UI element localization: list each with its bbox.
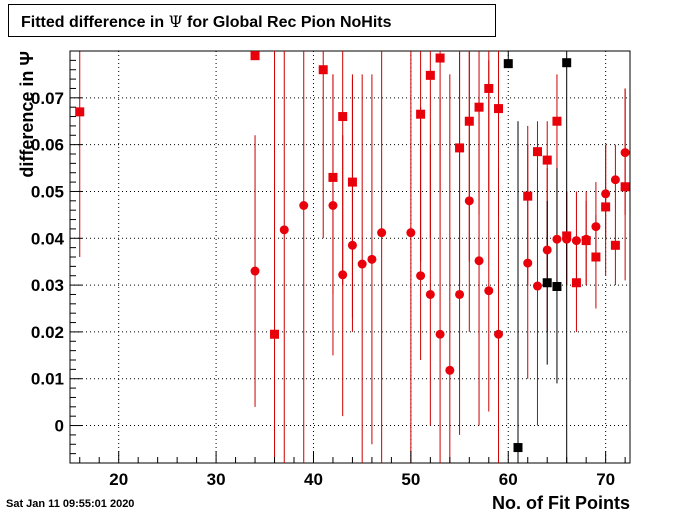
- x-tick-label: 20: [109, 470, 128, 489]
- x-tick-label: 30: [207, 470, 226, 489]
- data-point-circle: [591, 222, 601, 232]
- data-point-circle: [347, 240, 357, 250]
- x-axis-title: No. of Fit Points: [492, 493, 630, 513]
- data-point-circle: [484, 286, 494, 296]
- data-point-square: [455, 143, 465, 153]
- data-point-square: [328, 172, 338, 182]
- data-point-circle: [250, 266, 260, 276]
- data-point-square: [416, 109, 426, 119]
- data-point-square: [562, 58, 572, 68]
- axis-ticks: 20 30 40 50 60 70 0 0.01 0.02 0.03 0.04 0.05 0.06 0.0…: [31, 50, 626, 489]
- data-point-square: [523, 191, 533, 201]
- data-point-circle: [425, 289, 435, 299]
- data-point-square: [75, 107, 85, 117]
- data-markers: [75, 51, 630, 453]
- data-point-circle: [610, 175, 620, 185]
- title-box: Fitted difference in Ψ for Global Rec Pi…: [8, 4, 496, 37]
- chart-title: Fitted difference in Ψ for Global Rec Pi…: [21, 12, 392, 32]
- data-point-circle: [338, 270, 348, 280]
- data-point-circle: [455, 289, 465, 299]
- data-point-circle: [328, 201, 338, 210]
- data-point-circle: [299, 201, 309, 210]
- data-point-circle: [562, 234, 572, 244]
- data-point-circle: [601, 189, 611, 199]
- data-point-square: [513, 443, 523, 453]
- data-point-square: [250, 51, 260, 61]
- data-point-circle: [377, 228, 387, 238]
- data-point-circle: [552, 234, 562, 244]
- y-tick-label: 0.05: [31, 182, 64, 201]
- data-point-circle: [279, 225, 289, 235]
- y-tick-label: 0.07: [31, 89, 64, 108]
- error-bars: [79, 51, 626, 463]
- data-point-circle: [494, 329, 504, 339]
- data-point-square: [610, 240, 620, 250]
- data-point-square: [494, 104, 504, 114]
- y-tick-label: 0.06: [31, 136, 64, 155]
- data-point-square: [425, 70, 435, 80]
- data-point-square: [435, 53, 445, 63]
- data-point-circle: [523, 258, 533, 268]
- data-point-square: [552, 116, 562, 126]
- data-point-square: [503, 59, 513, 69]
- data-point-square: [532, 147, 542, 157]
- x-tick-label: 40: [304, 470, 323, 489]
- data-point-circle: [581, 234, 591, 244]
- data-point-circle: [474, 256, 484, 266]
- data-point-square: [474, 102, 484, 112]
- title-prefix: Fitted difference in: [21, 14, 169, 31]
- y-tick-label: 0.04: [31, 229, 65, 248]
- plot-frame: [69, 50, 631, 464]
- data-point-circle: [357, 259, 367, 269]
- data-point-square: [620, 182, 630, 192]
- data-point-square: [571, 278, 581, 288]
- data-point-square: [484, 83, 494, 93]
- data-point-square: [270, 329, 280, 339]
- y-tick-label: 0.01: [31, 370, 64, 389]
- x-tick-label: 60: [499, 470, 518, 489]
- data-point-square: [318, 65, 328, 75]
- data-point-square: [464, 116, 474, 126]
- data-point-circle: [542, 245, 552, 255]
- x-tick-label: 50: [401, 470, 420, 489]
- data-point-circle: [620, 148, 630, 158]
- data-point-square: [347, 177, 357, 187]
- data-point-circle: [416, 271, 426, 281]
- title-symbol: Ψ: [168, 12, 183, 31]
- data-point-square: [552, 281, 562, 291]
- data-point-square: [542, 155, 552, 165]
- y-tick-label: 0.03: [31, 276, 64, 295]
- data-point-square: [338, 112, 348, 122]
- y-tick-label: 0: [55, 417, 64, 436]
- data-point-circle: [464, 196, 474, 206]
- y-axis-title: difference in Ψ: [17, 51, 37, 178]
- data-point-circle: [532, 281, 542, 291]
- data-point-circle: [571, 236, 581, 246]
- data-point-circle: [435, 329, 445, 339]
- data-point-circle: [406, 228, 416, 238]
- footer-date: Sat Jan 11 09:55:01 2020: [6, 498, 135, 510]
- data-point-circle: [367, 254, 377, 264]
- data-point-square: [601, 202, 611, 212]
- x-tick-label: 70: [596, 470, 615, 489]
- data-point-square: [542, 278, 552, 288]
- data-point-square: [591, 252, 601, 262]
- data-point-circle: [445, 365, 455, 375]
- y-tick-label: 0.02: [31, 323, 64, 342]
- grid: [70, 51, 630, 463]
- title-suffix: for Global Rec Pion NoHits: [182, 14, 392, 31]
